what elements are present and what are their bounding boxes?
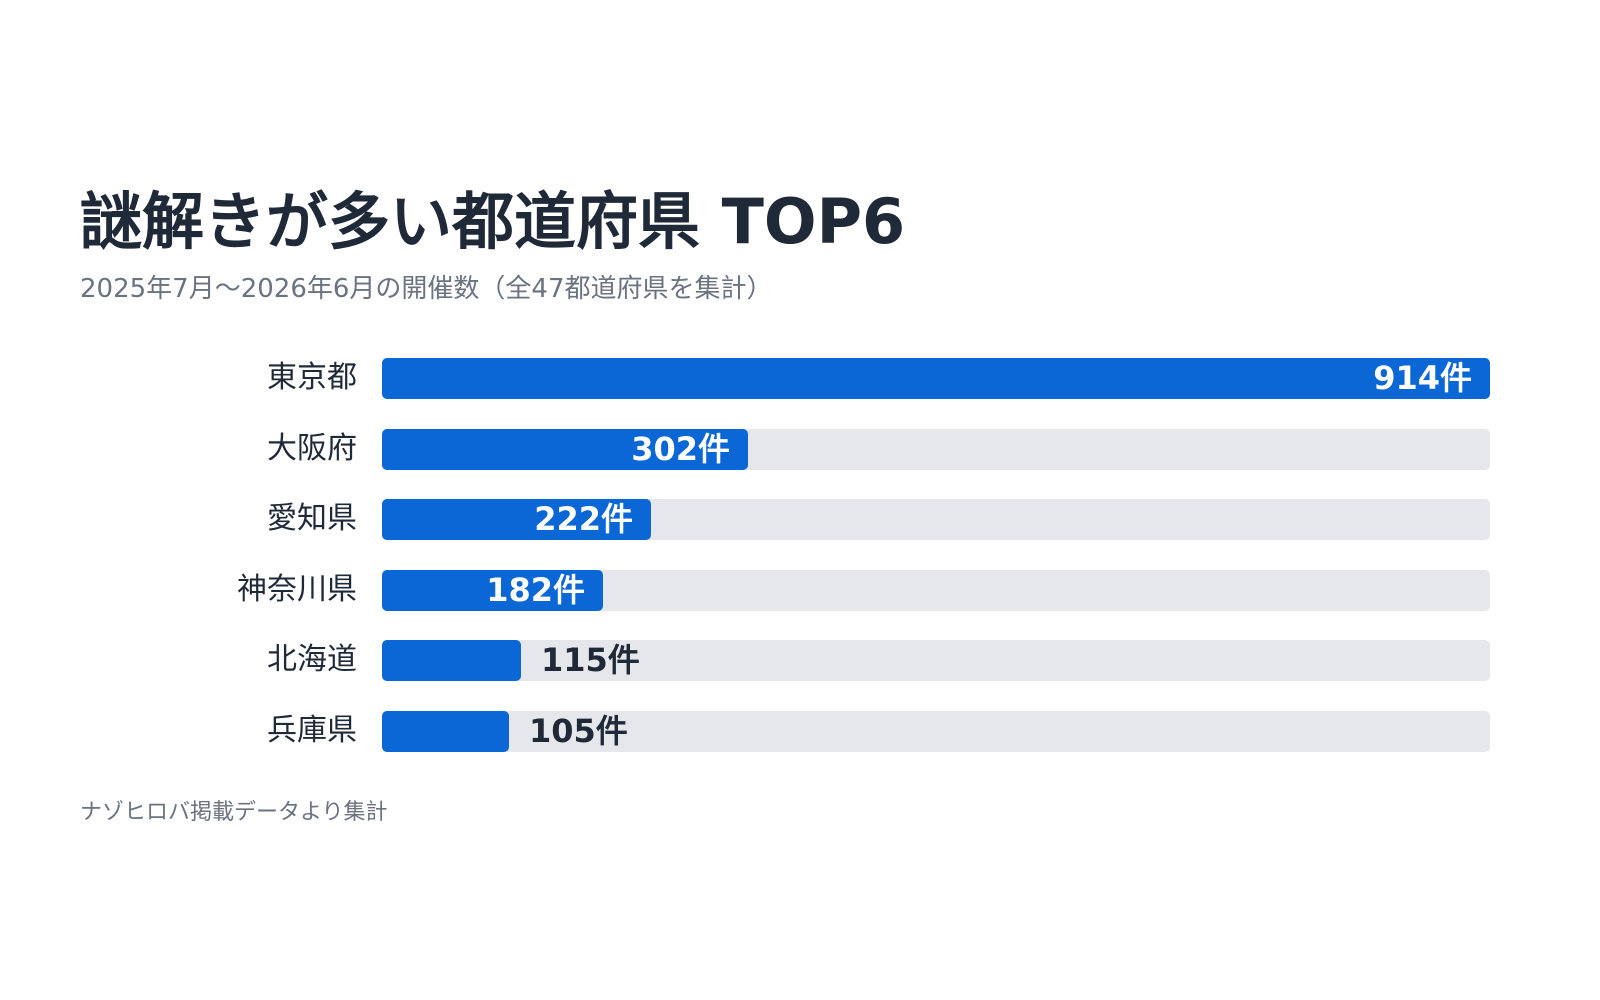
category-label: 北海道 (267, 642, 357, 677)
bar-track (382, 640, 1490, 681)
bar-track (382, 428, 1490, 470)
bar-track (382, 358, 1490, 399)
bar (382, 499, 651, 540)
bar-track (382, 499, 1490, 540)
bar (382, 640, 521, 681)
category-label: 愛知県 (267, 501, 357, 536)
bar-value-label: 115件 (541, 641, 640, 679)
bar-value-label: 222件 (534, 500, 633, 538)
bar (382, 428, 748, 470)
category-label: 兵庫県 (267, 712, 357, 748)
category-label: 神奈川県 (237, 571, 357, 607)
category-label: 大阪府 (267, 430, 357, 466)
bar-value-label: 302件 (631, 429, 730, 468)
bar-value-label: 182件 (486, 570, 585, 609)
source-note: ナゾヒロバ掲載データより集計 (80, 800, 388, 825)
chart-title: 謎解きが多い都道府県 TOP6 (80, 185, 906, 258)
bar-track (382, 569, 1490, 611)
bar-value-label: 105件 (529, 711, 628, 750)
bar-track (382, 710, 1490, 752)
bar (382, 569, 603, 611)
bar (382, 358, 1490, 399)
chart-subtitle: 2025年7月〜2026年6月の開催数（全47都道府県を集計） (80, 274, 773, 304)
bar-value-label: 914件 (1373, 359, 1472, 397)
category-label: 東京都 (267, 360, 357, 395)
bar (382, 710, 509, 752)
